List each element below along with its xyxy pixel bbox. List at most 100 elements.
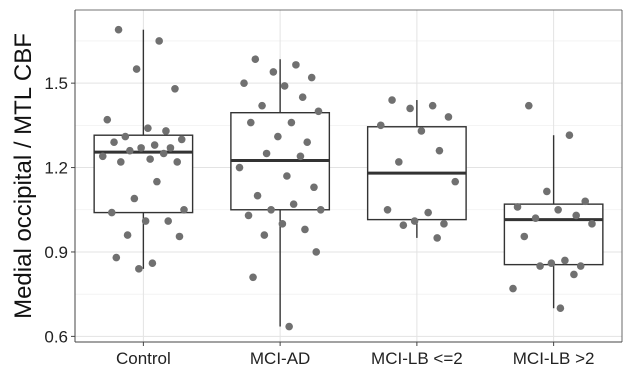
- data-point: [399, 221, 408, 230]
- data-point: [137, 144, 145, 152]
- data-point: [285, 322, 293, 331]
- axes: [71, 9, 623, 346]
- data-point: [296, 152, 305, 161]
- data-point: [159, 149, 168, 158]
- y-tick-label: 0.9: [44, 243, 68, 262]
- data-point: [410, 217, 419, 225]
- data-point: [520, 232, 529, 241]
- data-point: [155, 37, 163, 45]
- data-point: [376, 121, 385, 130]
- scatter-points: [98, 25, 596, 331]
- data-point: [267, 205, 275, 214]
- data-point: [289, 200, 298, 208]
- data-point: [451, 177, 460, 186]
- data-point: [123, 231, 132, 239]
- data-point: [428, 101, 437, 110]
- box-mci-lb-2: [503, 135, 604, 309]
- data-point: [173, 158, 182, 166]
- data-point: [162, 127, 170, 135]
- data-point: [310, 183, 318, 192]
- y-axis-label: Medial occipital / MTL CBF: [10, 33, 37, 319]
- data-point: [258, 101, 266, 110]
- data-point: [388, 96, 396, 104]
- data-point: [570, 270, 578, 279]
- data-point: [435, 146, 444, 155]
- data-point: [262, 149, 271, 158]
- points-mci-ad: [235, 55, 325, 331]
- data-point: [98, 152, 107, 161]
- data-point: [177, 135, 186, 144]
- data-point: [141, 217, 150, 225]
- x-tick-label: MCI-LB <=2: [371, 349, 463, 367]
- data-point: [417, 127, 426, 135]
- y-tick-label: 0.6: [44, 327, 68, 346]
- data-point: [171, 84, 179, 93]
- data-point: [561, 256, 569, 265]
- data-point: [246, 118, 255, 127]
- data-point: [316, 205, 325, 214]
- data-point: [444, 113, 453, 121]
- points-control: [98, 25, 188, 273]
- data-point: [395, 158, 403, 166]
- x-tick-label: Control: [116, 349, 171, 367]
- data-point: [235, 163, 244, 172]
- points-mci-lb-2: [509, 101, 596, 313]
- data-point: [565, 131, 574, 140]
- data-point: [301, 225, 309, 234]
- data-point: [135, 265, 143, 273]
- data-point: [126, 146, 134, 155]
- data-point: [406, 104, 414, 113]
- data-point: [130, 194, 139, 203]
- data-point: [144, 124, 152, 132]
- data-point: [175, 232, 184, 241]
- data-point: [110, 138, 118, 147]
- data-point: [440, 220, 448, 228]
- y-tick-label: 1.2: [44, 159, 68, 178]
- box-iqr: [503, 203, 604, 266]
- data-point: [536, 262, 544, 270]
- x-tick-labels: Control MCI-AD MCI-LB <=2 MCI-LB >2: [116, 349, 595, 367]
- data-point: [240, 79, 248, 87]
- data-point: [588, 220, 596, 228]
- data-point: [132, 65, 141, 73]
- data-point: [166, 144, 175, 152]
- data-point: [251, 55, 260, 64]
- data-point: [572, 211, 580, 220]
- data-point: [298, 93, 307, 102]
- data-point: [554, 205, 562, 214]
- data-point: [278, 220, 287, 228]
- y-tick-labels: 0.6 0.9 1.2 1.5: [44, 74, 68, 346]
- data-point: [307, 73, 316, 82]
- data-point: [283, 172, 291, 180]
- data-point: [121, 132, 130, 141]
- data-point: [112, 253, 121, 262]
- data-point: [150, 141, 159, 149]
- x-tick-label: MCI-LB >2: [513, 349, 595, 367]
- data-point: [253, 191, 262, 200]
- data-point: [114, 25, 123, 34]
- data-point: [164, 217, 172, 225]
- data-point: [509, 284, 517, 293]
- data-point: [280, 82, 289, 90]
- data-point: [269, 68, 278, 76]
- data-point: [274, 132, 282, 141]
- data-point: [312, 248, 321, 256]
- data-point: [287, 118, 296, 127]
- data-point: [303, 138, 312, 147]
- data-point: [424, 208, 432, 217]
- points-mci-lb-2: [376, 96, 460, 242]
- data-point: [525, 101, 533, 110]
- data-point: [146, 155, 154, 163]
- box-mci-lb-2: [366, 100, 467, 238]
- data-point: [543, 187, 551, 196]
- data-point: [180, 205, 188, 214]
- data-point: [314, 107, 323, 116]
- data-point: [433, 234, 441, 242]
- data-point: [107, 208, 116, 217]
- data-point: [383, 205, 392, 214]
- data-point: [292, 61, 300, 69]
- data-point: [260, 231, 269, 239]
- data-point: [556, 304, 565, 313]
- data-point: [103, 115, 112, 124]
- data-point: [547, 259, 556, 268]
